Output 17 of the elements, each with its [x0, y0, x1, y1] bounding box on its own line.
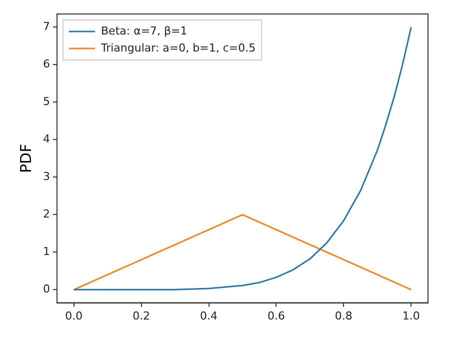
x-tick-label: 0.0	[65, 309, 83, 322]
y-tick-label: 3	[43, 170, 50, 184]
y-tick-label: 5	[43, 95, 50, 108]
y-tick-label: 7	[43, 20, 50, 33]
x-tick-label: 1.0	[402, 309, 420, 322]
x-tick-label: 0.8	[334, 309, 352, 322]
x-tick-label: 0.2	[132, 309, 150, 322]
y-tick-label: 6	[43, 57, 50, 70]
y-tick-label: 4	[43, 132, 50, 146]
y-tick-label: 0	[43, 282, 50, 296]
y-tick-label: 2	[43, 208, 50, 221]
y-axis-title: PDF	[16, 144, 35, 174]
legend-label: Triangular: a=0, b=1, c=0.5	[100, 41, 256, 54]
x-tick-label: 0.4	[200, 309, 218, 322]
legend-label: Beta: α=7, β=1	[101, 24, 188, 38]
x-tick-label: 0.6	[267, 309, 285, 322]
y-tick-label: 1	[43, 245, 50, 258]
